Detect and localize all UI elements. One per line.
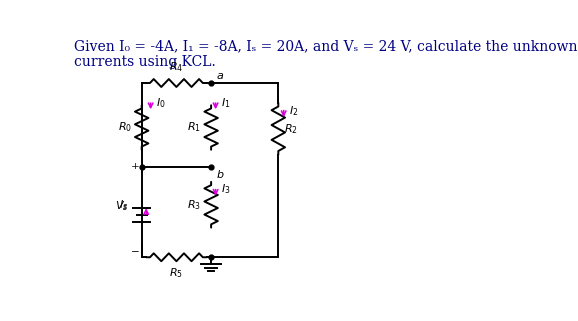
Text: $I_s$: $I_s$ <box>119 198 128 212</box>
Text: $V_s$: $V_s$ <box>115 200 128 213</box>
Text: +: + <box>131 162 139 171</box>
Text: $R_1$: $R_1$ <box>187 121 201 134</box>
Text: Given I₀ = -4A, I₁ = -8A, Iₛ = 20A, and Vₛ = 24 V, calculate the unknown: Given I₀ = -4A, I₁ = -8A, Iₛ = 20A, and … <box>75 40 578 54</box>
Text: $R_2$: $R_2$ <box>284 122 298 136</box>
Text: $R_0$: $R_0$ <box>118 121 132 134</box>
Text: $R_4$: $R_4$ <box>169 60 184 74</box>
Text: $R_5$: $R_5$ <box>169 267 183 281</box>
Text: currents using KCL.: currents using KCL. <box>75 55 216 69</box>
Text: $I_0$: $I_0$ <box>156 97 166 110</box>
Text: $I_2$: $I_2$ <box>289 105 298 118</box>
Text: $I_3$: $I_3$ <box>221 182 231 196</box>
Text: $a$: $a$ <box>216 71 224 81</box>
Text: $-$: $-$ <box>130 246 140 255</box>
Text: $I_1$: $I_1$ <box>221 97 231 110</box>
Text: $b$: $b$ <box>216 168 224 180</box>
Text: $R_3$: $R_3$ <box>187 198 201 212</box>
